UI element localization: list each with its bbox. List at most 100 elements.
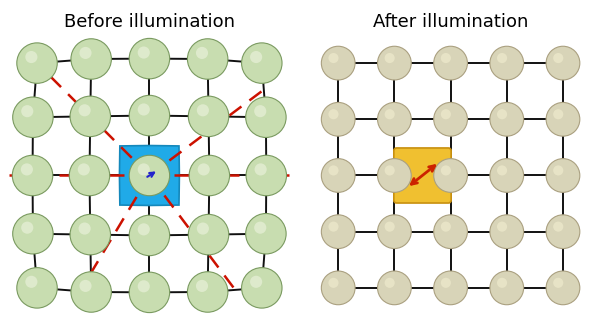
Circle shape xyxy=(434,102,467,136)
Circle shape xyxy=(188,96,229,137)
Circle shape xyxy=(187,272,228,312)
Circle shape xyxy=(78,163,90,175)
Circle shape xyxy=(21,105,34,117)
Circle shape xyxy=(79,223,91,235)
Circle shape xyxy=(434,271,467,305)
Circle shape xyxy=(21,163,33,175)
Circle shape xyxy=(434,46,467,80)
Circle shape xyxy=(553,278,563,288)
Circle shape xyxy=(13,155,53,196)
Circle shape xyxy=(197,163,210,175)
Circle shape xyxy=(497,278,507,288)
Circle shape xyxy=(250,51,262,63)
Circle shape xyxy=(328,109,338,119)
Circle shape xyxy=(137,223,150,235)
Circle shape xyxy=(137,46,150,59)
Circle shape xyxy=(250,276,262,288)
Circle shape xyxy=(13,97,53,137)
Circle shape xyxy=(17,268,57,308)
Circle shape xyxy=(245,97,286,137)
Circle shape xyxy=(441,278,451,288)
Circle shape xyxy=(70,214,110,255)
Circle shape xyxy=(254,105,266,117)
Circle shape xyxy=(490,159,524,192)
Circle shape xyxy=(490,102,524,136)
Circle shape xyxy=(79,47,92,59)
Circle shape xyxy=(129,215,170,256)
Circle shape xyxy=(328,53,338,63)
Circle shape xyxy=(21,222,34,234)
Circle shape xyxy=(189,155,230,196)
Circle shape xyxy=(553,166,563,175)
Circle shape xyxy=(137,103,150,116)
Circle shape xyxy=(385,109,395,119)
Circle shape xyxy=(322,271,355,305)
Polygon shape xyxy=(119,146,179,205)
Circle shape xyxy=(497,109,507,119)
Circle shape xyxy=(497,166,507,175)
Circle shape xyxy=(17,43,57,83)
FancyBboxPatch shape xyxy=(394,148,451,203)
Circle shape xyxy=(322,46,355,80)
Circle shape xyxy=(13,213,53,254)
Circle shape xyxy=(25,276,37,288)
Circle shape xyxy=(546,271,580,305)
Circle shape xyxy=(434,215,467,249)
Circle shape xyxy=(490,46,524,80)
Circle shape xyxy=(196,280,208,292)
Circle shape xyxy=(385,53,395,63)
Circle shape xyxy=(129,38,170,79)
Circle shape xyxy=(197,104,209,116)
Circle shape xyxy=(129,272,170,313)
Circle shape xyxy=(328,222,338,232)
Circle shape xyxy=(196,47,208,59)
Circle shape xyxy=(242,43,282,83)
Circle shape xyxy=(246,155,287,196)
Circle shape xyxy=(71,272,112,312)
Circle shape xyxy=(254,163,266,175)
Circle shape xyxy=(137,163,150,175)
Circle shape xyxy=(553,53,563,63)
Circle shape xyxy=(129,95,170,136)
Circle shape xyxy=(197,223,209,235)
Circle shape xyxy=(322,159,355,192)
Circle shape xyxy=(25,51,37,63)
Circle shape xyxy=(441,166,451,175)
Circle shape xyxy=(79,104,91,116)
Circle shape xyxy=(385,166,395,175)
Circle shape xyxy=(70,96,110,137)
Title: Before illumination: Before illumination xyxy=(64,13,235,31)
Circle shape xyxy=(187,39,228,79)
Circle shape xyxy=(497,53,507,63)
Circle shape xyxy=(79,280,92,292)
Circle shape xyxy=(546,215,580,249)
Circle shape xyxy=(377,102,411,136)
Circle shape xyxy=(242,268,282,308)
Circle shape xyxy=(129,155,170,196)
Circle shape xyxy=(377,159,411,192)
Circle shape xyxy=(553,109,563,119)
Circle shape xyxy=(385,222,395,232)
Circle shape xyxy=(490,215,524,249)
Circle shape xyxy=(546,159,580,192)
Circle shape xyxy=(377,46,411,80)
Circle shape xyxy=(328,278,338,288)
Circle shape xyxy=(377,215,411,249)
Circle shape xyxy=(441,109,451,119)
Circle shape xyxy=(188,214,229,255)
Circle shape xyxy=(441,222,451,232)
Circle shape xyxy=(490,271,524,305)
Circle shape xyxy=(434,159,467,192)
Title: After illumination: After illumination xyxy=(373,13,528,31)
Circle shape xyxy=(385,278,395,288)
Circle shape xyxy=(377,271,411,305)
Circle shape xyxy=(322,102,355,136)
Circle shape xyxy=(322,215,355,249)
Circle shape xyxy=(254,222,266,234)
Circle shape xyxy=(328,166,338,175)
Circle shape xyxy=(245,213,286,254)
Circle shape xyxy=(497,222,507,232)
Circle shape xyxy=(553,222,563,232)
Circle shape xyxy=(137,280,150,292)
Circle shape xyxy=(441,53,451,63)
